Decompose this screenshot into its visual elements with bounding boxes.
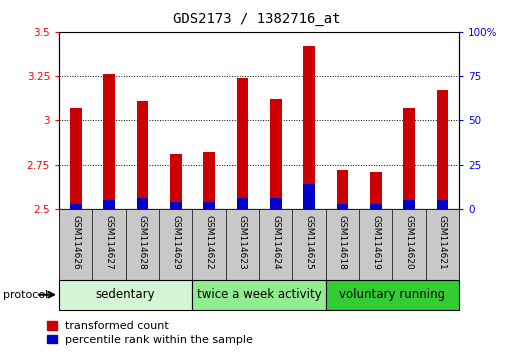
Bar <box>326 280 459 310</box>
Legend: transformed count, percentile rank within the sample: transformed count, percentile rank withi… <box>47 321 253 345</box>
Text: GSM114619: GSM114619 <box>371 215 380 269</box>
Text: GSM114622: GSM114622 <box>205 215 213 269</box>
Bar <box>437 90 448 209</box>
Bar <box>70 108 82 209</box>
Bar <box>59 280 192 310</box>
Text: voluntary running: voluntary running <box>340 288 445 301</box>
Bar <box>103 200 115 209</box>
Text: GSM114629: GSM114629 <box>171 215 180 269</box>
Bar <box>337 170 348 209</box>
Bar <box>370 172 382 209</box>
Bar <box>170 154 182 209</box>
Text: GSM114618: GSM114618 <box>338 215 347 269</box>
Bar <box>170 202 182 209</box>
Bar <box>337 204 348 209</box>
Bar <box>437 200 448 209</box>
Text: GSM114620: GSM114620 <box>405 215 413 269</box>
Bar <box>303 184 315 209</box>
Text: twice a week activity: twice a week activity <box>196 288 322 301</box>
Bar <box>103 74 115 209</box>
Bar <box>236 198 248 209</box>
Bar <box>203 152 215 209</box>
Text: protocol: protocol <box>3 290 48 300</box>
Text: GSM114627: GSM114627 <box>105 215 113 269</box>
Bar <box>236 78 248 209</box>
Bar <box>70 204 82 209</box>
Bar <box>270 99 282 209</box>
Bar <box>303 46 315 209</box>
Text: GDS2173 / 1382716_at: GDS2173 / 1382716_at <box>173 12 340 27</box>
Bar <box>403 200 415 209</box>
Text: GSM114625: GSM114625 <box>305 215 313 269</box>
Bar <box>270 198 282 209</box>
Text: GSM114623: GSM114623 <box>238 215 247 269</box>
Bar <box>403 108 415 209</box>
Text: GSM114624: GSM114624 <box>271 215 280 269</box>
Text: GSM114621: GSM114621 <box>438 215 447 269</box>
Bar <box>136 198 148 209</box>
Text: GSM114626: GSM114626 <box>71 215 80 269</box>
Text: sedentary: sedentary <box>96 288 155 301</box>
Bar <box>203 202 215 209</box>
Bar <box>136 101 148 209</box>
Bar <box>192 280 326 310</box>
Bar <box>370 204 382 209</box>
Text: GSM114628: GSM114628 <box>138 215 147 269</box>
